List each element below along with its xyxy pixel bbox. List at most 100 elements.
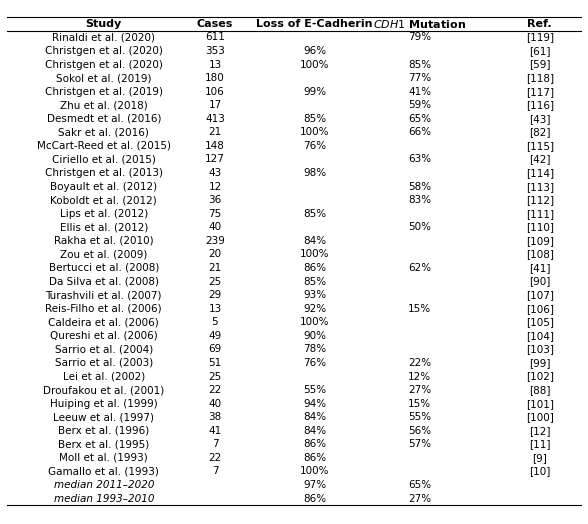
Text: 84%: 84% <box>303 426 326 436</box>
Text: 76%: 76% <box>303 141 326 151</box>
Text: Huiping et al. (1999): Huiping et al. (1999) <box>50 399 158 409</box>
Text: Boyault et al. (2012): Boyault et al. (2012) <box>50 182 158 192</box>
Text: 43: 43 <box>208 168 222 178</box>
Text: 21: 21 <box>208 263 222 273</box>
Text: 13: 13 <box>208 60 222 70</box>
Text: 100%: 100% <box>300 127 329 137</box>
Text: 99%: 99% <box>303 86 326 96</box>
Text: 84%: 84% <box>303 236 326 246</box>
Text: [108]: [108] <box>526 249 554 259</box>
Text: [101]: [101] <box>526 399 554 409</box>
Text: Sokol et al. (2019): Sokol et al. (2019) <box>56 73 152 83</box>
Text: Sarrio et al. (2003): Sarrio et al. (2003) <box>55 358 153 368</box>
Text: 51: 51 <box>208 358 222 368</box>
Text: 41%: 41% <box>408 86 432 96</box>
Text: Christgen et al. (2020): Christgen et al. (2020) <box>45 60 163 70</box>
Text: 22: 22 <box>208 453 222 463</box>
Text: 13: 13 <box>208 304 222 314</box>
Text: 85%: 85% <box>303 114 326 124</box>
Text: [41]: [41] <box>529 263 550 273</box>
Text: Ref.: Ref. <box>527 19 552 29</box>
Text: 75: 75 <box>208 209 222 219</box>
Text: Bertucci et al. (2008): Bertucci et al. (2008) <box>49 263 159 273</box>
Text: 59%: 59% <box>408 100 432 110</box>
Text: 20: 20 <box>208 249 222 259</box>
Text: Leeuw et al. (1997): Leeuw et al. (1997) <box>54 412 154 422</box>
Text: Desmedt et al. (2016): Desmedt et al. (2016) <box>46 114 161 124</box>
Text: Reis-Filho et al. (2006): Reis-Filho et al. (2006) <box>45 304 162 314</box>
Text: Berx et al. (1995): Berx et al. (1995) <box>58 439 149 450</box>
Text: [105]: [105] <box>526 317 554 328</box>
Text: Christgen et al. (2020): Christgen et al. (2020) <box>45 46 163 56</box>
Text: 86%: 86% <box>303 439 326 450</box>
Text: [43]: [43] <box>529 114 550 124</box>
Text: 58%: 58% <box>408 182 432 192</box>
Text: 148: 148 <box>205 141 225 151</box>
Text: 29: 29 <box>208 290 222 300</box>
Text: 7: 7 <box>212 466 218 476</box>
Text: 12: 12 <box>208 182 222 192</box>
Text: 106: 106 <box>205 86 225 96</box>
Text: [99]: [99] <box>529 358 550 368</box>
Text: 86%: 86% <box>303 453 326 463</box>
Text: 69: 69 <box>208 344 222 354</box>
Text: 22%: 22% <box>408 358 432 368</box>
Text: 25: 25 <box>208 277 222 287</box>
Text: 63%: 63% <box>408 155 432 165</box>
Text: 79%: 79% <box>408 32 432 42</box>
Text: 49: 49 <box>208 331 222 341</box>
Text: 5: 5 <box>212 317 218 328</box>
Text: 100%: 100% <box>300 60 329 70</box>
Text: Lips et al. (2012): Lips et al. (2012) <box>59 209 148 219</box>
Text: Loss of E-Cadherin: Loss of E-Cadherin <box>256 19 373 29</box>
Text: Study: Study <box>86 19 122 29</box>
Text: [113]: [113] <box>526 182 554 192</box>
Text: 85%: 85% <box>303 209 326 219</box>
Text: [116]: [116] <box>526 100 554 110</box>
Text: 41: 41 <box>208 426 222 436</box>
Text: Caldeira et al. (2006): Caldeira et al. (2006) <box>48 317 159 328</box>
Text: 93%: 93% <box>303 290 326 300</box>
Text: 94%: 94% <box>303 399 326 409</box>
Text: 100%: 100% <box>300 466 329 476</box>
Text: [119]: [119] <box>526 32 554 42</box>
Text: 239: 239 <box>205 236 225 246</box>
Text: 50%: 50% <box>408 222 432 232</box>
Text: Zou et al. (2009): Zou et al. (2009) <box>60 249 148 259</box>
Text: Berx et al. (1996): Berx et al. (1996) <box>58 426 149 436</box>
Text: Da Silva et al. (2008): Da Silva et al. (2008) <box>49 277 159 287</box>
Text: Koboldt et al. (2012): Koboldt et al. (2012) <box>51 195 157 205</box>
Text: median 2011–2020: median 2011–2020 <box>54 480 154 490</box>
Text: 40: 40 <box>208 222 222 232</box>
Text: Sarrio et al. (2004): Sarrio et al. (2004) <box>55 344 153 354</box>
Text: Turashvili et al. (2007): Turashvili et al. (2007) <box>45 290 162 300</box>
Text: 86%: 86% <box>303 494 326 504</box>
Text: [112]: [112] <box>526 195 554 205</box>
Text: 12%: 12% <box>408 372 432 381</box>
Text: [88]: [88] <box>529 385 550 395</box>
Text: Qureshi et al. (2006): Qureshi et al. (2006) <box>50 331 158 341</box>
Text: 77%: 77% <box>408 73 432 83</box>
Text: [102]: [102] <box>526 372 554 381</box>
Text: 100%: 100% <box>300 249 329 259</box>
Text: [103]: [103] <box>526 344 554 354</box>
Text: Cases: Cases <box>197 19 233 29</box>
Text: 27%: 27% <box>408 494 432 504</box>
Text: 27%: 27% <box>408 385 432 395</box>
Text: 25: 25 <box>208 372 222 381</box>
Text: [10]: [10] <box>529 466 550 476</box>
Text: 96%: 96% <box>303 46 326 56</box>
Text: [114]: [114] <box>526 168 554 178</box>
Text: [115]: [115] <box>526 141 554 151</box>
Text: [118]: [118] <box>526 73 554 83</box>
Text: [110]: [110] <box>526 222 554 232</box>
Text: 180: 180 <box>205 73 225 83</box>
Text: Ellis et al. (2012): Ellis et al. (2012) <box>59 222 148 232</box>
Text: Christgen et al. (2013): Christgen et al. (2013) <box>45 168 163 178</box>
Text: 66%: 66% <box>408 127 432 137</box>
Text: [117]: [117] <box>526 86 554 96</box>
Text: [61]: [61] <box>529 46 550 56</box>
Text: 15%: 15% <box>408 399 432 409</box>
Text: 7: 7 <box>212 439 218 450</box>
Text: 78%: 78% <box>303 344 326 354</box>
